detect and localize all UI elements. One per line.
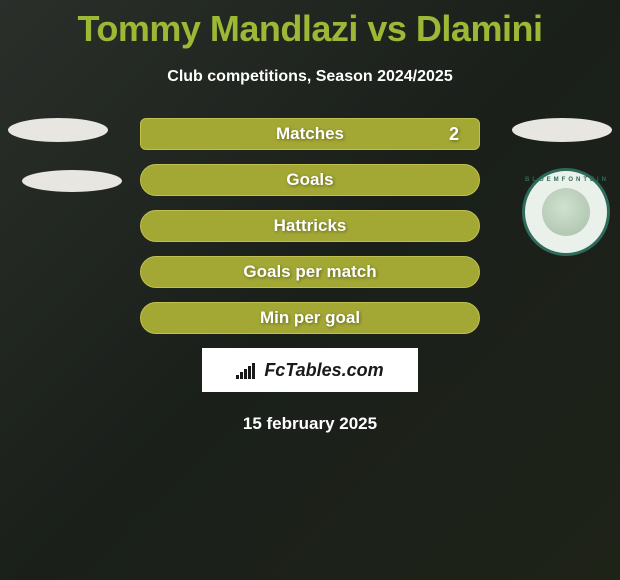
stat-row-hattricks: Hattricks <box>0 210 620 242</box>
stat-label: Goals <box>286 170 333 190</box>
stat-label: Hattricks <box>274 216 347 236</box>
stat-label: Min per goal <box>260 308 360 328</box>
stat-bar: Min per goal <box>140 302 480 334</box>
stat-label: Goals per match <box>243 262 376 282</box>
snapshot-date: 15 february 2025 <box>0 414 620 434</box>
stat-row-matches: Matches 2 <box>0 118 620 150</box>
stat-bar: Goals <box>140 164 480 196</box>
comparison-subtitle: Club competitions, Season 2024/2025 <box>0 68 620 86</box>
stat-row-min-per-goal: Min per goal <box>0 302 620 334</box>
comparison-panel: BLOEMFONTEIN Matches 2 Goals Hattricks G… <box>0 118 620 434</box>
stat-row-goals-per-match: Goals per match <box>0 256 620 288</box>
comparison-title: Tommy Mandlazi vs Dlamini <box>0 0 620 50</box>
stat-value-right: 2 <box>449 124 459 145</box>
stat-bar: Goals per match <box>140 256 480 288</box>
source-logo-box[interactable]: FcTables.com <box>202 348 418 392</box>
source-logo-text: FcTables.com <box>264 360 383 381</box>
bar-chart-icon <box>236 361 258 379</box>
stat-bar: Hattricks <box>140 210 480 242</box>
stat-bar: Matches 2 <box>140 118 480 150</box>
stat-label: Matches <box>276 124 344 144</box>
stat-row-goals: Goals <box>0 164 620 196</box>
